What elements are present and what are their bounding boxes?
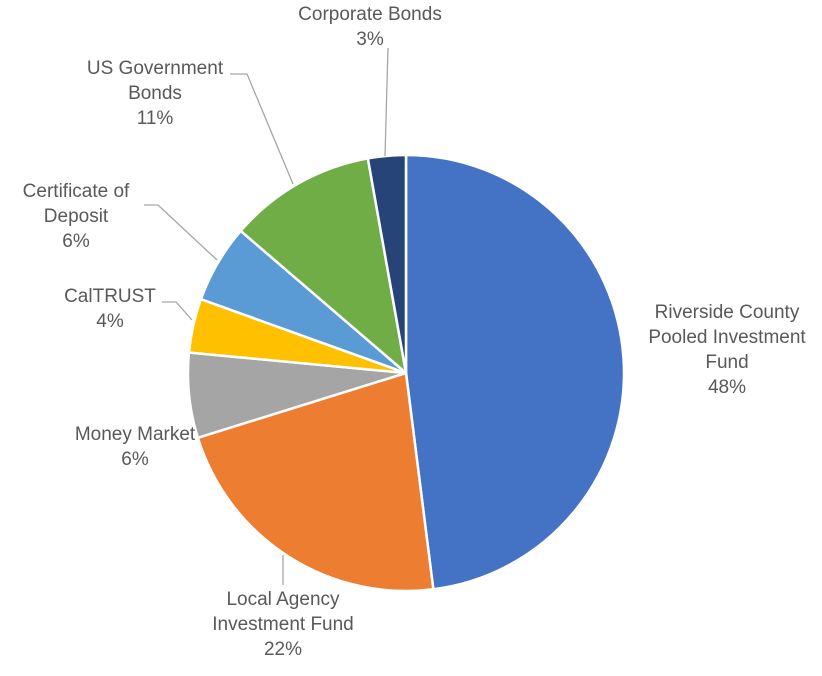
data-label-percent: 22% [264,639,302,660]
data-label-name: Money Market [75,424,196,445]
data-label-name: Bonds [128,83,182,104]
data-labels: Riverside County Pooled Investment Fund 48%… [23,4,807,660]
pie-slice-corporate-bonds [366,153,408,374]
data-label-name: Investment Fund [212,614,354,635]
data-label: Corporate Bonds 3% [298,4,442,50]
data-label-percent: 6% [62,231,90,252]
pie-slices [186,153,626,593]
data-label-name: Fund [705,352,748,373]
leader-line [144,204,218,261]
data-label: Riverside County Pooled Investment Fund 48% [648,302,806,398]
pie-slice-us-government-bonds [238,156,408,377]
data-label-name: Riverside County [655,302,800,323]
pie-slice-riverside-county-pooled-investment-fund [404,153,626,591]
pie-slice-local-agency-investment-fund [196,371,435,593]
data-label-name: Local Agency [226,589,340,610]
data-label-name: Corporate Bonds [298,4,442,25]
data-label: Money Market 6% [75,424,196,470]
data-label-percent: 11% [137,108,174,129]
data-label-percent: 48% [708,377,746,398]
data-label-name: US Government [87,58,224,79]
data-label-name: Deposit [44,206,109,227]
leader-line [384,47,389,157]
data-label-name: CalTRUST [64,286,156,307]
data-label-percent: 4% [96,311,124,332]
leader-lines [144,47,389,585]
leader-line [230,73,294,185]
data-label: US Government Bonds 11% [87,58,224,129]
data-label: CalTRUST 4% [64,286,156,332]
data-label-name: Certificate of [23,181,130,202]
data-label: Certificate of Deposit 6% [23,181,130,252]
data-label-percent: 6% [121,449,149,470]
data-label: Local Agency Investment Fund 22% [212,589,354,660]
data-label-name: Pooled Investment [648,327,806,348]
leader-line [162,301,193,321]
data-label-percent: 3% [356,29,384,50]
